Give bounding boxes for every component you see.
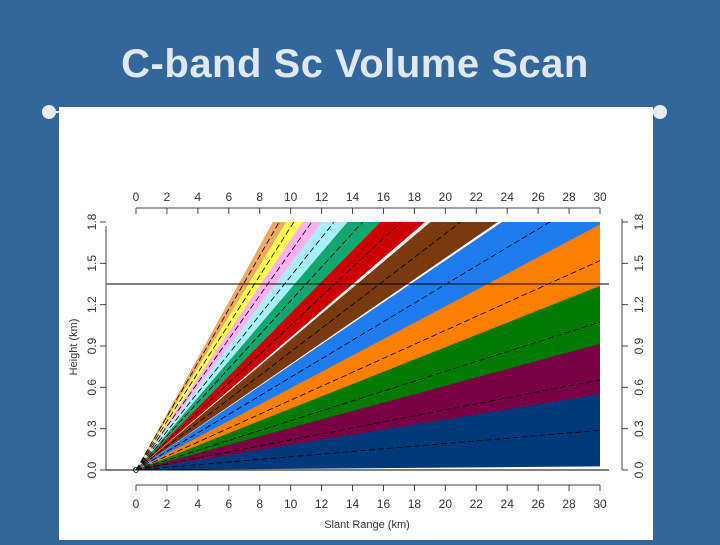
- x-tick-label-bottom: 6: [225, 497, 232, 511]
- x-tick-label-bottom: 14: [346, 497, 360, 511]
- volume-scan-chart: 0022446688101012121414161618182020222224…: [68, 190, 646, 531]
- x-tick-label-top: 16: [377, 190, 391, 204]
- y-tick-label-right: 0.9: [632, 337, 646, 354]
- x-tick-label-top: 14: [346, 190, 360, 204]
- x-tick-label-top: 30: [593, 190, 607, 204]
- x-tick-label-bottom: 12: [315, 497, 329, 511]
- beam-area-1: [136, 394, 600, 470]
- chart-panel: 0 0 2 2 4 4 6 6 8 8 10 10 12 12 14 14 16 16 18 18 20 20 22 22 24…: [59, 107, 653, 540]
- x-tick-label-bottom: 28: [562, 497, 576, 511]
- y-tick-label-left: 0.3: [85, 420, 99, 437]
- y-axis-label: Height (km): [68, 319, 80, 376]
- x-axis-label: Slant Range (km): [324, 519, 410, 531]
- y-tick-label-left: 0.0: [85, 461, 99, 478]
- x-tick-label-bottom: 10: [284, 497, 298, 511]
- beam-centerline-2: [135, 379, 601, 470]
- x-tick-label-top: 8: [256, 190, 263, 204]
- beam-centerline-3: [135, 321, 601, 470]
- beam-centerline-12: [135, 222, 280, 470]
- x-tick-label-bottom: 20: [439, 497, 453, 511]
- y-tick-label-right: 0.0: [632, 461, 646, 478]
- x-tick-label-bottom: 22: [470, 497, 484, 511]
- y-tick-label-right: 1.5: [632, 255, 646, 272]
- x-tick-label-bottom: 4: [195, 497, 202, 511]
- x-tick-label-bottom: 18: [408, 497, 422, 511]
- x-tick-label-bottom: 30: [593, 497, 607, 511]
- axes: 0022446688101012121414161618182020222224…: [85, 190, 646, 511]
- x-tick-label-top: 4: [195, 190, 202, 204]
- x-tick-label-top: 0: [133, 190, 140, 204]
- y-tick-label-left: 1.2: [85, 296, 99, 313]
- beam-area-2: [136, 343, 600, 470]
- x-tick-label-top: 12: [315, 190, 329, 204]
- x-tick-label-top: 20: [439, 190, 453, 204]
- beam-centerline-6: [135, 222, 462, 470]
- y-tick-label-left: 1.8: [85, 213, 99, 230]
- x-tick-label-top: 6: [225, 190, 232, 204]
- x-tick-label-top: 22: [470, 190, 484, 204]
- x-tick-label-bottom: 26: [531, 497, 545, 511]
- y-tick-label-right: 1.2: [632, 296, 646, 313]
- beam-area-3: [136, 285, 600, 470]
- x-tick-label-top: 18: [408, 190, 422, 204]
- beam-areas: [135, 222, 601, 470]
- radar-origin: [133, 467, 139, 473]
- y-tick-label-right: 0.6: [632, 379, 646, 396]
- x-tick-label-top: 28: [562, 190, 576, 204]
- y-tick-label-left: 0.6: [85, 379, 99, 396]
- x-tick-label-top: 26: [531, 190, 545, 204]
- x-tick-label-top: 10: [284, 190, 298, 204]
- beam-centerline-1: [135, 429, 601, 470]
- slide-title: C-band Sc Volume Scan: [121, 42, 589, 86]
- y-tick-label-right: 0.3: [632, 420, 646, 437]
- x-tick-label-bottom: 0: [133, 497, 140, 511]
- x-tick-label-bottom: 16: [377, 497, 391, 511]
- beam-centerline-7: [135, 222, 402, 470]
- x-tick-label-top: 24: [501, 190, 515, 204]
- beam-centerline-4: [135, 260, 601, 470]
- y-tick-label-left: 0.9: [85, 337, 99, 354]
- x-tick-label-bottom: 24: [501, 497, 515, 511]
- y-tick-label-right: 1.8: [632, 213, 646, 230]
- x-tick-label-bottom: 8: [256, 497, 263, 511]
- rule-dot-right: [653, 105, 667, 119]
- beam-centerline-5: [135, 222, 551, 470]
- y-tick-label-left: 1.5: [85, 255, 99, 272]
- x-tick-label-top: 2: [164, 190, 171, 204]
- x-tick-label-bottom: 2: [164, 497, 171, 511]
